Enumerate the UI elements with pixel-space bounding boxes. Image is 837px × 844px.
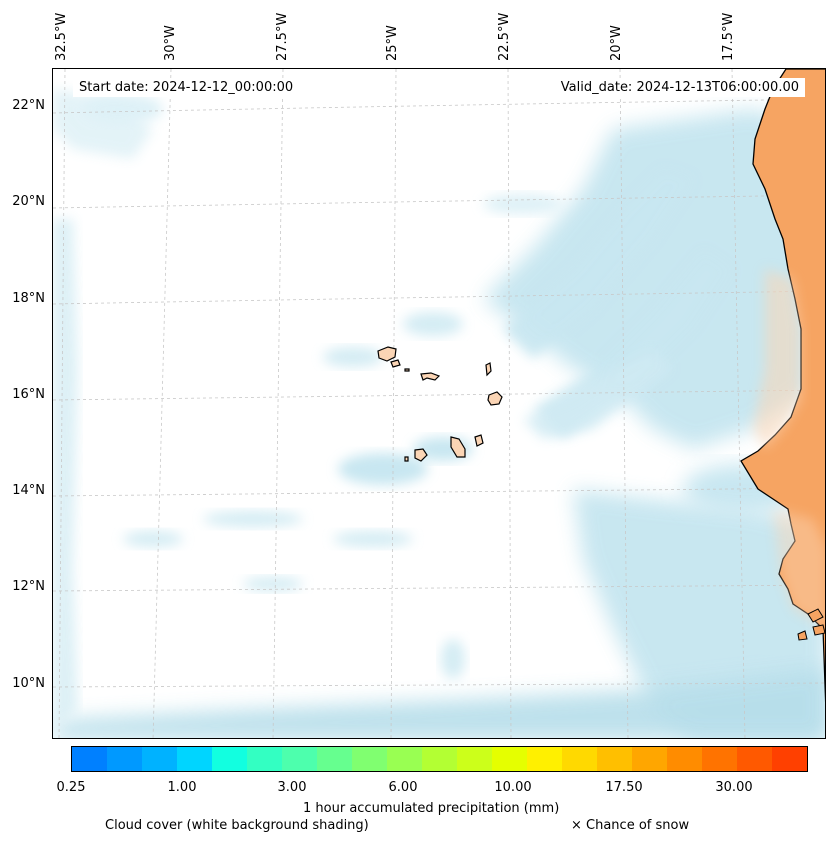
cloud-cover-legend: Cloud cover (white background shading) xyxy=(105,818,369,833)
cloud-patch-6 xyxy=(333,531,413,547)
lat-label-22n: 22°N xyxy=(12,98,45,113)
map-panel[interactable]: Start date: 2024-12-12_00:00:00 Valid_da… xyxy=(52,68,826,739)
cloud-diagonal-band xyxy=(523,349,673,439)
lon-label-32-5w: 32.5°W xyxy=(54,12,69,61)
cloud-west-top xyxy=(53,89,153,159)
island-brava xyxy=(404,456,409,462)
colorbar-tick-3-00: 3.00 xyxy=(277,780,307,795)
cloud-south-east xyxy=(573,489,825,738)
lat-label-16n: 16°N xyxy=(12,387,45,402)
cloud-patch-7 xyxy=(123,531,183,547)
colorbar-swatch xyxy=(667,747,702,771)
cloud-patch-9 xyxy=(441,639,465,679)
gridlines xyxy=(53,69,825,738)
colorbar-swatch xyxy=(597,747,632,771)
colorbar-swatch xyxy=(492,747,527,771)
island-santo-antao xyxy=(377,346,397,362)
cloud-patch-8 xyxy=(243,577,303,591)
cloud-patch-4 xyxy=(403,312,463,336)
colorbar-tick-10-00: 10.00 xyxy=(494,780,532,795)
lon-label-17-5w: 17.5°W xyxy=(721,12,736,61)
precipitation-colorbar xyxy=(71,746,808,772)
cloud-patch-10 xyxy=(83,94,163,124)
colorbar-tick-0-25: 0.25 xyxy=(56,780,86,795)
colorbar-swatch xyxy=(352,747,387,771)
island-sal xyxy=(485,362,492,377)
lat-label-12n: 12°N xyxy=(12,579,45,594)
cloud-west-edge xyxy=(53,219,78,729)
lat-label-10n: 10°N xyxy=(12,676,45,691)
colorbar-swatch xyxy=(177,747,212,771)
island-fogo xyxy=(414,448,428,462)
lat-label-20n: 20°N xyxy=(12,194,45,209)
lon-label-25w: 25°W xyxy=(385,25,400,61)
colorbar-swatch xyxy=(387,747,422,771)
colorbar-swatch xyxy=(632,747,667,771)
lat-label-18n: 18°N xyxy=(12,291,45,306)
snow-legend: × Chance of snow xyxy=(571,818,690,833)
lon-label-22-5w: 22.5°W xyxy=(497,12,512,61)
colorbar-swatch xyxy=(142,747,177,771)
cape-verde-islands xyxy=(377,346,503,462)
cloud-patch-3 xyxy=(323,347,383,367)
lon-label-20w: 20°W xyxy=(609,25,624,61)
cloud-streak-1 xyxy=(503,169,693,359)
colorbar-swatch xyxy=(247,747,282,771)
island-boa-vista xyxy=(487,391,503,406)
island-santa-luzia xyxy=(404,368,410,372)
colorbar-tick-1-00: 1.00 xyxy=(167,780,197,795)
coastal-island-3 xyxy=(797,630,808,641)
island-maio xyxy=(474,434,484,447)
colorbar-tick-30-00: 30.00 xyxy=(715,780,753,795)
colorbar-swatch xyxy=(317,747,352,771)
island-santiago xyxy=(450,436,466,458)
cloud-patch-5 xyxy=(203,511,303,527)
colorbar-swatch xyxy=(107,747,142,771)
lon-label-27-5w: 27.5°W xyxy=(275,12,290,61)
colorbar-swatch xyxy=(562,747,597,771)
colorbar-tick-17-50: 17.50 xyxy=(605,780,643,795)
lat-label-14n: 14°N xyxy=(12,483,45,498)
coastal-island-2 xyxy=(812,624,825,636)
colorbar-swatch xyxy=(702,747,737,771)
cloud-south-band xyxy=(53,669,825,738)
start-date-label: Start date: 2024-12-12_00:00:00 xyxy=(73,78,300,97)
colorbar-swatch xyxy=(282,747,317,771)
colorbar-swatch xyxy=(422,747,457,771)
coastal-island-1 xyxy=(807,608,824,623)
cloud-band-northeast xyxy=(483,109,813,449)
colorbar-swatch xyxy=(457,747,492,771)
colorbar-swatch xyxy=(72,747,107,771)
colorbar-swatch xyxy=(772,747,807,771)
island-sao-vicente xyxy=(390,359,401,368)
land-light-shade-south xyxy=(773,509,825,628)
colorbar-tick-6-00: 6.00 xyxy=(388,780,418,795)
valid-date-label: Valid_date: 2024-12-13T06:00:00.00 xyxy=(554,78,805,97)
land-light-shade xyxy=(753,269,801,449)
colorbar-swatch xyxy=(527,747,562,771)
cloud-cover-shading xyxy=(53,89,825,738)
cloud-patch-11 xyxy=(483,194,563,214)
lon-label-30w: 30°W xyxy=(163,25,178,61)
colorbar-label: 1 hour accumulated precipitation (mm) xyxy=(303,801,560,816)
map-canvas xyxy=(53,69,825,738)
colorbar-swatch xyxy=(212,747,247,771)
colorbar-swatch xyxy=(737,747,772,771)
island-sao-nicolau xyxy=(420,372,441,381)
